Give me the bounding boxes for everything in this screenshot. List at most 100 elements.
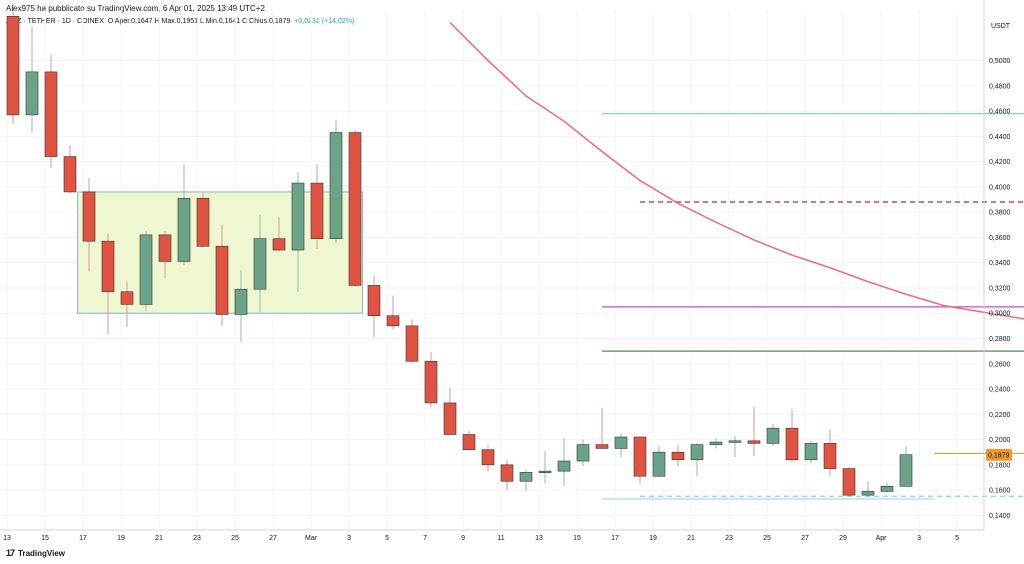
y-tick-label: 0,2800 xyxy=(989,336,1011,343)
y-tick-label: 0,4600 xyxy=(989,109,1011,116)
candle-down xyxy=(6,16,20,116)
x-tick-label: Apr xyxy=(876,535,888,542)
candle-down xyxy=(747,440,761,444)
x-tick-label: 23 xyxy=(725,535,733,542)
candle-up xyxy=(614,436,628,449)
candle-up xyxy=(538,470,552,473)
candle-up xyxy=(139,234,153,305)
candle-up xyxy=(690,444,704,461)
candle-down xyxy=(63,156,77,193)
candle-up xyxy=(652,451,666,477)
candle-down xyxy=(196,197,210,247)
y-tick-label: 0,1400 xyxy=(989,513,1011,520)
candle-down xyxy=(424,360,438,404)
x-tick-label: 3 xyxy=(347,535,351,542)
x-tick-label: 21 xyxy=(687,535,695,542)
x-tick-label: 27 xyxy=(801,535,809,542)
candle-down xyxy=(272,238,286,251)
x-tick-label: 9 xyxy=(461,535,465,542)
x-tick-label: 29 xyxy=(839,535,847,542)
symbol-pair[interactable]: AIXZ · TETHER · 1D · COINEX xyxy=(6,18,104,25)
x-tick-label: 25 xyxy=(763,535,771,542)
candle-down xyxy=(481,449,495,466)
candle-up xyxy=(329,132,343,239)
candle-up xyxy=(519,472,533,482)
candle-down xyxy=(595,444,609,449)
candle-up xyxy=(25,71,39,116)
y-tick-label: 0,3400 xyxy=(989,260,1011,267)
x-tick-label: 21 xyxy=(155,535,163,542)
tradingview-logo-text: TradingView xyxy=(18,548,65,558)
last-price-label: 0,1879 xyxy=(988,452,1010,459)
candle-up xyxy=(880,486,894,492)
x-tick-label: 25 xyxy=(231,535,239,542)
candle-up xyxy=(576,444,590,462)
candle-down xyxy=(785,427,799,461)
candle-down xyxy=(215,245,229,315)
horizontal-levels xyxy=(602,112,1024,500)
candle-down xyxy=(348,132,362,286)
x-tick-label: 19 xyxy=(117,535,125,542)
candle-up xyxy=(728,440,742,443)
candle-down xyxy=(386,315,400,327)
candle-down xyxy=(443,402,457,435)
candle-up xyxy=(804,443,818,461)
x-tick-label: 23 xyxy=(193,535,201,542)
x-tick-label: Mar xyxy=(305,535,318,542)
candle-down xyxy=(405,325,419,362)
candle-up xyxy=(291,182,305,251)
y-axis-unit-label: USDT xyxy=(991,23,1011,30)
y-tick-label: 0,4800 xyxy=(989,83,1011,90)
candle-up xyxy=(234,288,248,315)
symbol-ohlc-line: AIXZ · TETHER · 1D · COINEX O Aper.0,164… xyxy=(6,18,354,25)
candle-down xyxy=(823,443,837,469)
candle-up xyxy=(709,441,723,445)
ohlc-values: O Aper.0,1647 H Max.0,1951 L Min.0,1641 … xyxy=(107,18,291,25)
x-tick-label: 17 xyxy=(611,535,619,542)
candle-down xyxy=(671,451,685,461)
y-tick-label: 0,2400 xyxy=(989,387,1011,394)
y-tick-label: 0,2000 xyxy=(989,437,1011,444)
y-tick-label: 0,4000 xyxy=(989,184,1011,191)
candle-down xyxy=(101,240,115,293)
candle-up xyxy=(861,491,875,496)
x-tick-label: 27 xyxy=(269,535,277,542)
x-tick-label: 19 xyxy=(649,535,657,542)
candle-up xyxy=(253,238,267,290)
y-tick-label: 0,2200 xyxy=(989,412,1011,419)
moving-average-line xyxy=(449,22,1024,320)
candle-down xyxy=(310,182,324,239)
x-tick-label: 13 xyxy=(535,535,543,542)
y-tick-label: 0,3000 xyxy=(989,311,1011,318)
x-tick-label: 5 xyxy=(385,535,389,542)
x-tick-label: 13 xyxy=(3,535,11,542)
change-value: +0,0231 (+14,02%) xyxy=(294,18,355,25)
last-price-badge xyxy=(986,448,1012,461)
candle-down xyxy=(500,464,514,482)
candle-down xyxy=(367,285,381,317)
candle-down xyxy=(44,71,58,157)
candle-up xyxy=(899,454,913,487)
candle-down xyxy=(462,434,476,450)
x-tick-label: 11 xyxy=(497,535,504,542)
candle-down xyxy=(120,291,134,305)
candle-down xyxy=(158,234,172,262)
moving-average-layer xyxy=(449,22,1024,320)
x-tick-label: 7 xyxy=(423,535,427,542)
candle-up xyxy=(177,197,191,262)
candle-up xyxy=(557,460,571,472)
candle-down xyxy=(842,468,856,496)
y-tick-label: 0,3600 xyxy=(989,235,1011,242)
y-tick-label: 0,2600 xyxy=(989,361,1011,368)
y-tick-label: 0,3200 xyxy=(989,285,1011,292)
y-tick-label: 0,4400 xyxy=(989,134,1011,141)
tradingview-logo[interactable]: 17 TradingView xyxy=(6,548,65,558)
y-tick-label: 0,5000 xyxy=(989,58,1011,65)
publisher-header: Alex975 ha pubblicato su TradingView.com… xyxy=(6,4,265,13)
y-tick-label: 0,1600 xyxy=(989,488,1011,495)
x-tick-label: 5 xyxy=(955,535,959,542)
y-tick-label: 0,1800 xyxy=(989,462,1011,469)
x-tick-label: 3 xyxy=(917,535,921,542)
candle-down xyxy=(633,436,647,477)
